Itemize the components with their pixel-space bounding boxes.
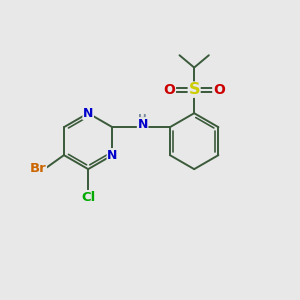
Text: N: N [107, 149, 118, 162]
Text: Br: Br [30, 162, 46, 175]
Text: O: O [213, 82, 225, 97]
Text: N: N [83, 107, 93, 120]
Text: S: S [188, 82, 200, 97]
Text: Cl: Cl [81, 190, 95, 204]
Text: H: H [138, 114, 147, 124]
Text: N: N [137, 118, 148, 131]
Text: O: O [164, 82, 175, 97]
